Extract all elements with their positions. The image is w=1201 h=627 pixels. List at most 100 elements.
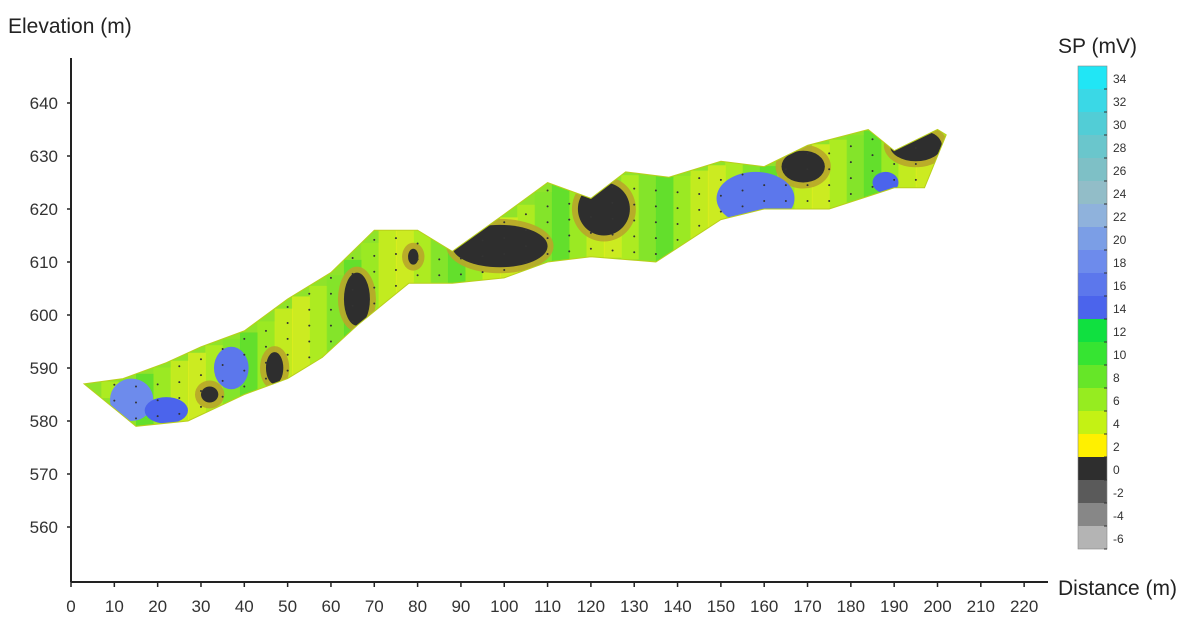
colorbar-label: 26: [1113, 164, 1127, 178]
measure-point: [611, 185, 614, 188]
measure-point: [416, 242, 419, 245]
measure-point: [676, 238, 679, 241]
x-ticks: 0 10 20 30 40 50 60 70 80 90 100 110 120 130 140 150 160…: [66, 582, 1038, 616]
y-tick-label: 570: [30, 465, 58, 484]
measure-point: [828, 184, 831, 187]
measure-point: [654, 189, 657, 192]
colorbar-label: 32: [1113, 95, 1127, 109]
measure-point: [806, 168, 809, 171]
colorbar-swatch: [1078, 112, 1107, 135]
measure-point: [546, 237, 549, 240]
measure-point: [719, 210, 722, 213]
measure-point: [351, 320, 354, 323]
measure-point: [871, 185, 874, 188]
colorbar-label: -4: [1113, 509, 1124, 523]
measure-point: [286, 321, 289, 324]
measure-point: [719, 178, 722, 181]
y-tick-label: 630: [30, 147, 58, 166]
measure-point: [221, 379, 224, 382]
measure-point: [849, 177, 852, 180]
measure-point: [654, 253, 657, 256]
measure-point: [134, 385, 137, 388]
measure-point: [394, 268, 397, 271]
measure-point: [199, 390, 202, 393]
sp-band: [846, 135, 865, 204]
x-tick-label: 120: [577, 597, 605, 616]
measure-point: [394, 253, 397, 256]
colorbar-label: -6: [1113, 532, 1124, 546]
measure-point: [243, 369, 246, 372]
measure-point: [438, 258, 441, 261]
x-tick-label: 220: [1010, 597, 1038, 616]
x-tick-label: 100: [490, 597, 518, 616]
colorbar-swatch: [1078, 342, 1107, 365]
measure-point: [698, 192, 701, 195]
sp-anomaly: [213, 346, 249, 390]
measure-point: [308, 356, 311, 359]
y-axis-title: Elevation (m): [8, 15, 132, 38]
measure-point: [481, 271, 484, 274]
y-tick-label: 640: [30, 94, 58, 113]
x-tick-label: 50: [278, 597, 297, 616]
measure-point: [893, 178, 896, 181]
measure-point: [351, 288, 354, 291]
colorbar-swatch: [1078, 411, 1107, 434]
measure-point: [524, 229, 527, 232]
measure-point: [654, 205, 657, 208]
measure-point: [329, 324, 332, 327]
measure-point: [156, 399, 159, 402]
measure-point: [221, 395, 224, 398]
measure-point: [568, 202, 571, 205]
measure-point: [784, 200, 787, 203]
colorbar-title: SP (mV): [1058, 35, 1137, 58]
sp-anomaly: [781, 150, 825, 183]
sp-anomaly: [200, 386, 219, 403]
measure-point: [546, 189, 549, 192]
measure-point: [481, 255, 484, 258]
x-tick-label: 30: [192, 597, 211, 616]
colorbar-label: 34: [1113, 72, 1127, 86]
measure-point: [308, 292, 311, 295]
colorbar-swatch: [1078, 503, 1107, 526]
colorbar-swatch: [1078, 480, 1107, 503]
x-tick-label: 210: [967, 597, 995, 616]
measure-point: [546, 253, 549, 256]
measure-point: [243, 337, 246, 340]
colorbar-label: 4: [1113, 417, 1120, 431]
sp-anomaly: [872, 171, 899, 194]
measure-point: [481, 239, 484, 242]
measure-point: [178, 381, 181, 384]
measure-point: [286, 306, 289, 309]
measure-point: [459, 273, 462, 276]
measure-point: [373, 286, 376, 289]
measure-point: [503, 237, 506, 240]
x-axis-title: Distance (m): [1058, 577, 1177, 600]
measure-point: [329, 276, 332, 279]
colorbar-label: -2: [1113, 486, 1124, 500]
colorbar-swatch: [1078, 388, 1107, 411]
measure-point: [828, 200, 831, 203]
measure-point: [524, 245, 527, 248]
measure-point: [633, 235, 636, 238]
colorbar-swatch: [1078, 66, 1107, 89]
measure-point: [849, 145, 852, 148]
sp-band: [673, 175, 692, 251]
measure-point: [286, 369, 289, 372]
sp-anomaly: [265, 352, 284, 384]
measure-point: [611, 217, 614, 220]
measure-point: [416, 258, 419, 261]
measure-point: [546, 205, 549, 208]
measure-point: [286, 337, 289, 340]
measure-point: [308, 340, 311, 343]
measure-point: [373, 238, 376, 241]
measure-point: [286, 353, 289, 356]
x-tick-label: 180: [837, 597, 865, 616]
x-tick-label: 70: [365, 597, 384, 616]
colorbar-swatch: [1078, 526, 1107, 549]
measure-point: [633, 203, 636, 206]
measure-point: [373, 270, 376, 273]
measure-point: [914, 162, 917, 165]
measure-point: [828, 168, 831, 171]
x-tick-label: 90: [451, 597, 470, 616]
measure-point: [589, 247, 592, 250]
